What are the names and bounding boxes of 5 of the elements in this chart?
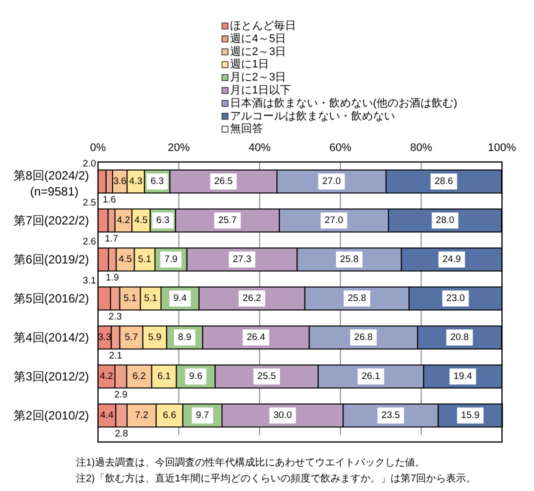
legend-label: 無回答: [230, 123, 263, 136]
legend-label: 週に1日: [230, 58, 270, 71]
legend-label: 月に1日以下: [230, 84, 292, 96]
annotation: 注2)「飲む方は、直近1年間に平均どのくらいの頻度で飲みますか。」は第7回から表示。: [76, 474, 476, 484]
annotation: 注1)過去調査は、今回調査の性年代構成比にあわせてウエイトバックした値。: [76, 458, 425, 468]
